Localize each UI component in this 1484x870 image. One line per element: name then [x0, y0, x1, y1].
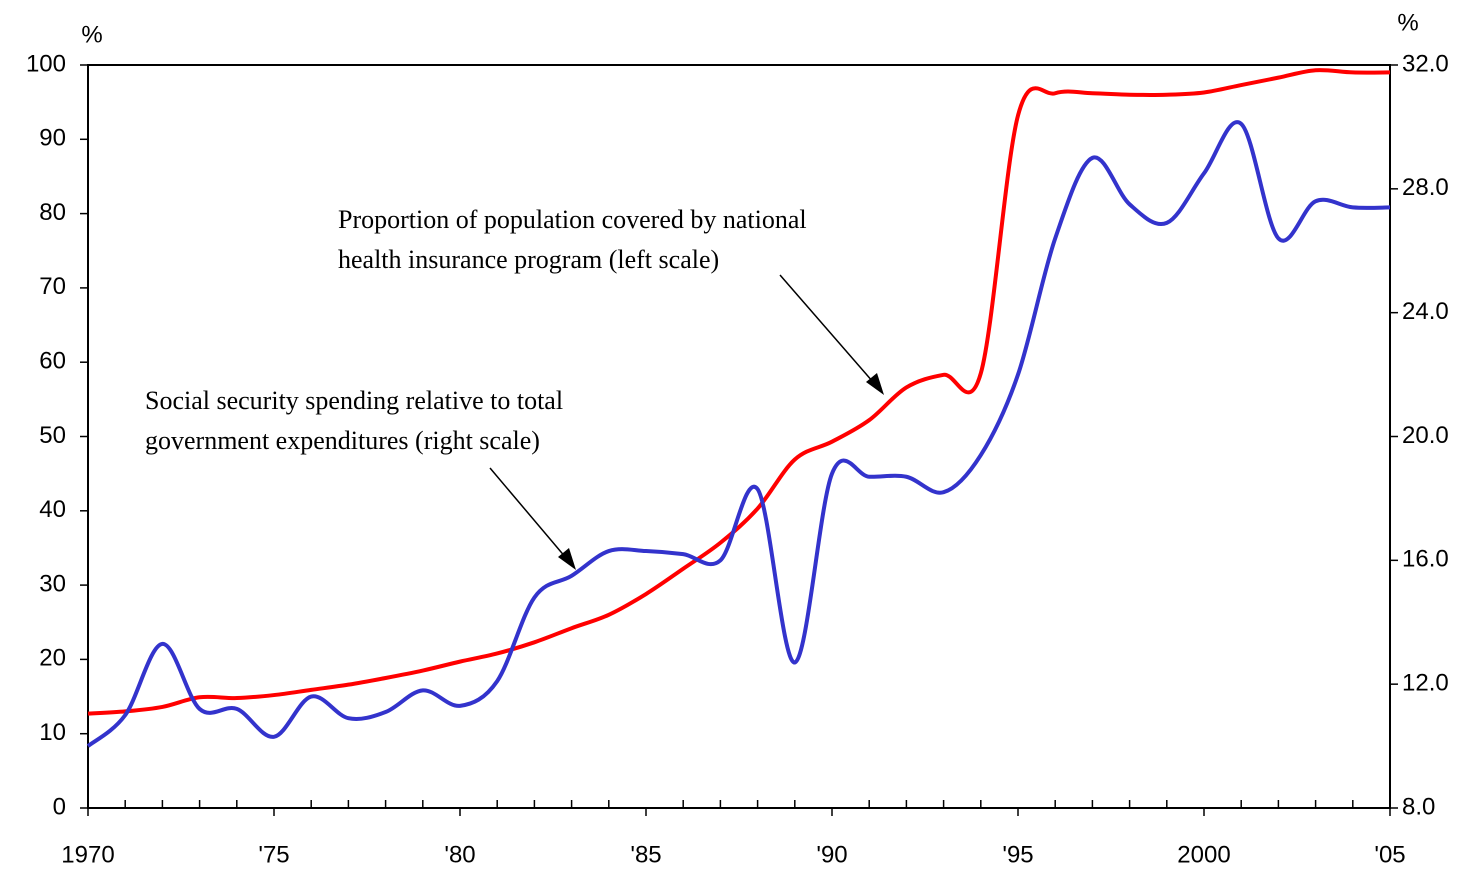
arrow — [779, 274, 881, 391]
series-line — [86, 120, 1391, 748]
y-tick-label: 90 — [39, 125, 66, 152]
y-tick-label: 40 — [39, 496, 66, 523]
x-tick-label: 1970 — [61, 841, 114, 868]
y2-tick-label: 32.0 — [1402, 50, 1449, 77]
y-tick-label: 60 — [39, 348, 66, 375]
y2-tick-label: 16.0 — [1402, 546, 1449, 573]
y2-tick-label: 12.0 — [1402, 670, 1449, 697]
y-tick-label: 20 — [39, 645, 66, 672]
y-tick-label: 100 — [26, 50, 66, 77]
y-axis-label: % — [81, 21, 102, 48]
annotation: Proportion of population covered by nati… — [338, 205, 807, 234]
arrow — [489, 467, 573, 566]
x-tick-label: '75 — [258, 841, 289, 868]
arrowhead — [558, 548, 576, 570]
x-tick-label: '85 — [630, 841, 661, 868]
annotation: Social security spending relative to tot… — [145, 386, 563, 415]
annotation: health insurance program (left scale) — [338, 245, 719, 274]
y2-tick-label: 8.0 — [1402, 793, 1435, 820]
x-tick-label: '05 — [1374, 841, 1405, 868]
y-tick-label: 50 — [39, 422, 66, 449]
x-tick-label: 2000 — [1177, 841, 1230, 868]
annotation: government expenditures (right scale) — [145, 426, 540, 455]
y-tick-label: 30 — [39, 570, 66, 597]
x-tick-label: '90 — [816, 841, 847, 868]
y-tick-label: 0 — [53, 793, 66, 820]
y-tick-label: 10 — [39, 719, 66, 746]
y-tick-label: 80 — [39, 199, 66, 226]
y2-axis-label: % — [1397, 9, 1418, 36]
y-tick-label: 70 — [39, 273, 66, 300]
y2-tick-label: 20.0 — [1402, 422, 1449, 449]
arrowhead — [866, 373, 884, 395]
x-tick-label: '95 — [1002, 841, 1033, 868]
y2-tick-label: 28.0 — [1402, 174, 1449, 201]
y2-tick-label: 24.0 — [1402, 298, 1449, 325]
x-tick-label: '80 — [444, 841, 475, 868]
